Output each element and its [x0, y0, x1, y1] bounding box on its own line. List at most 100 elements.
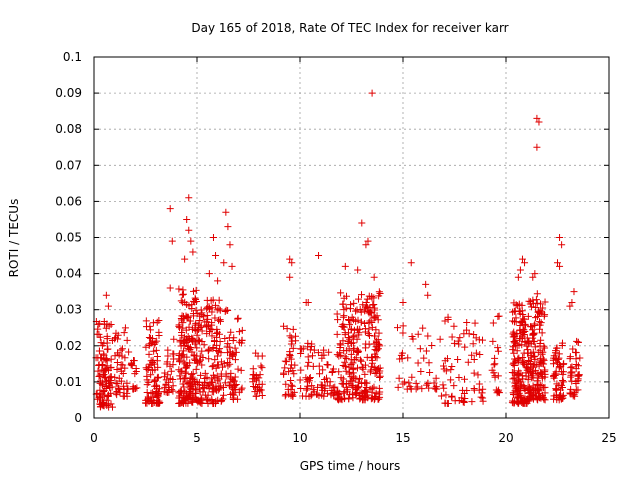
- data-point: [314, 383, 322, 391]
- data-point: [532, 304, 540, 312]
- data-point: [178, 367, 186, 375]
- data-point: [289, 325, 297, 333]
- data-point: [227, 391, 235, 399]
- data-point: [191, 340, 199, 348]
- data-point: [176, 372, 184, 380]
- data-point: [516, 369, 524, 377]
- data-point: [439, 362, 447, 370]
- data-point: [519, 353, 527, 361]
- data-point: [254, 384, 262, 392]
- data-point: [368, 318, 376, 326]
- data-point: [447, 376, 455, 384]
- data-point: [444, 400, 452, 408]
- data-point: [234, 314, 242, 322]
- data-point: [538, 350, 546, 358]
- data-point: [183, 338, 191, 346]
- data-point: [287, 377, 295, 385]
- data-point: [554, 355, 562, 363]
- data-point: [175, 322, 183, 330]
- data-point: [117, 361, 125, 369]
- data-point: [220, 360, 228, 368]
- data-point: [195, 357, 203, 365]
- data-point: [185, 393, 193, 401]
- data-point: [368, 323, 376, 331]
- data-point: [342, 354, 350, 362]
- data-point: [471, 319, 479, 327]
- data-point: [460, 390, 468, 398]
- data-point: [358, 219, 366, 227]
- data-point: [200, 341, 208, 349]
- data-point: [102, 291, 110, 299]
- data-point: [297, 384, 305, 392]
- data-point: [123, 379, 131, 387]
- data-point: [520, 359, 528, 367]
- data-point: [524, 312, 532, 320]
- data-point: [220, 391, 228, 399]
- data-point: [308, 382, 316, 390]
- data-point: [215, 316, 223, 324]
- data-point: [101, 367, 109, 375]
- data-point: [448, 392, 456, 400]
- data-point: [107, 364, 115, 372]
- data-point: [511, 318, 519, 326]
- data-point: [566, 302, 574, 310]
- data-point: [105, 322, 113, 330]
- data-point: [333, 330, 341, 338]
- data-point: [541, 311, 549, 319]
- data-point: [222, 208, 230, 216]
- data-point: [367, 363, 375, 371]
- data-point: [249, 378, 257, 386]
- data-point: [168, 237, 176, 245]
- data-point: [527, 323, 535, 331]
- data-point: [198, 327, 206, 335]
- data-point: [324, 361, 332, 369]
- data-point: [460, 375, 468, 383]
- data-point: [368, 359, 376, 367]
- data-point: [472, 349, 480, 357]
- data-point: [237, 366, 245, 374]
- data-point: [394, 383, 402, 391]
- data-point: [287, 364, 295, 372]
- data-point: [339, 313, 347, 321]
- data-point: [572, 349, 580, 357]
- data-point: [354, 349, 362, 357]
- data-point: [536, 357, 544, 365]
- data-point: [420, 354, 428, 362]
- data-point: [476, 350, 484, 358]
- data-point: [433, 385, 441, 393]
- plot-frame: [93, 56, 610, 419]
- data-point: [118, 345, 126, 353]
- data-point: [560, 360, 568, 368]
- data-point: [524, 376, 532, 384]
- data-point: [189, 370, 197, 378]
- data-point: [258, 352, 266, 360]
- y-axis-label: ROTI / TECUs: [7, 199, 21, 278]
- data-point: [235, 388, 243, 396]
- data-point: [283, 325, 291, 333]
- data-point: [175, 285, 183, 293]
- data-point: [468, 398, 476, 406]
- data-point: [417, 367, 425, 375]
- data-point: [531, 320, 539, 328]
- data-point: [362, 299, 370, 307]
- data-point: [304, 362, 312, 370]
- data-point: [94, 325, 102, 333]
- data-point: [525, 396, 533, 404]
- data-point: [131, 385, 139, 393]
- data-point: [95, 394, 103, 402]
- data-point: [555, 393, 563, 401]
- data-point: [371, 306, 379, 314]
- data-point: [530, 330, 538, 338]
- data-point: [463, 319, 471, 327]
- data-point: [96, 333, 104, 341]
- data-point: [355, 329, 363, 337]
- data-point: [205, 355, 213, 363]
- data-point: [211, 356, 219, 364]
- data-point: [333, 387, 341, 395]
- data-point: [489, 337, 497, 345]
- data-point: [195, 378, 203, 386]
- data-point: [520, 315, 528, 323]
- data-point: [534, 307, 542, 315]
- data-point: [520, 399, 528, 407]
- data-point: [345, 334, 353, 342]
